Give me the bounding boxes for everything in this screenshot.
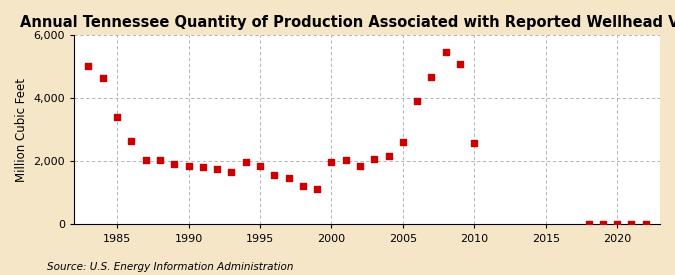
Point: [183, 163, 194, 168]
Point: [597, 222, 608, 226]
Title: Annual Tennessee Quantity of Production Associated with Reported Wellhead Value: Annual Tennessee Quantity of Production …: [20, 15, 675, 30]
Point: [254, 164, 265, 169]
Point: [369, 157, 379, 161]
Point: [240, 160, 251, 164]
Point: [312, 187, 323, 191]
Point: [626, 222, 637, 226]
Point: [641, 222, 651, 226]
Point: [97, 76, 108, 80]
Point: [298, 183, 308, 188]
Point: [426, 75, 437, 79]
Point: [454, 62, 465, 66]
Point: [226, 169, 237, 174]
Point: [398, 140, 408, 144]
Point: [155, 157, 165, 162]
Point: [583, 221, 594, 226]
Point: [169, 161, 180, 166]
Point: [340, 157, 351, 162]
Point: [354, 164, 365, 169]
Point: [283, 176, 294, 180]
Point: [412, 99, 423, 103]
Text: Source: U.S. Energy Information Administration: Source: U.S. Energy Information Administ…: [47, 262, 294, 272]
Point: [126, 139, 137, 144]
Point: [383, 154, 394, 158]
Point: [111, 114, 122, 119]
Point: [440, 50, 451, 54]
Point: [269, 172, 279, 177]
Point: [197, 165, 208, 169]
Point: [140, 158, 151, 162]
Point: [326, 160, 337, 164]
Point: [83, 64, 94, 68]
Y-axis label: Million Cubic Feet: Million Cubic Feet: [15, 78, 28, 182]
Point: [469, 140, 480, 145]
Point: [212, 166, 223, 171]
Point: [612, 222, 622, 226]
